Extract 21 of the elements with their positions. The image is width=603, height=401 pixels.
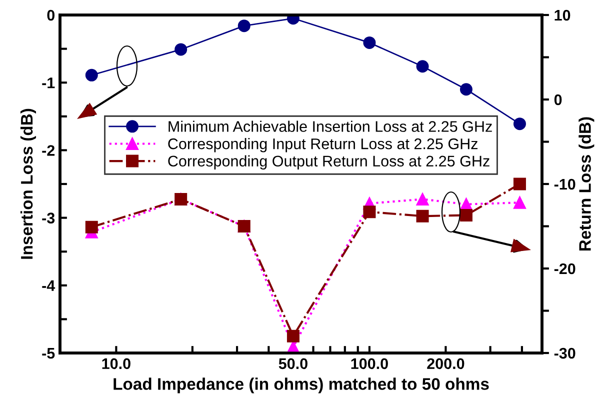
y-tick-label: -5 xyxy=(42,348,55,359)
x-tick-label: 50.0 xyxy=(278,358,308,370)
y2-axis-title: Return Loss (dB) xyxy=(578,117,594,250)
x-tick-label: 10.0 xyxy=(102,358,130,370)
y2-tick-label: -20 xyxy=(554,263,576,274)
y2-tick-label: 0 xyxy=(554,94,562,106)
y-tick-label: -3 xyxy=(42,212,55,224)
y-axis-title: Insertion Loss (dB) xyxy=(20,108,36,259)
x-axis-title: Load Impedance (in ohms) matched to 50 ohms xyxy=(114,378,489,394)
y-tick-label: 0 xyxy=(47,10,55,21)
x-tick-label: 200.0 xyxy=(427,358,464,370)
y-tick-label: -4 xyxy=(42,280,56,291)
y2-tick-label: -10 xyxy=(554,178,576,190)
y2-tick-label: 10 xyxy=(554,10,570,21)
legend-label: Corresponding Output Return Loss at 2.25 GHz xyxy=(168,155,490,170)
x-tick-label: 100.0 xyxy=(351,358,388,370)
legend-label: Minimum Achievable Insertion Loss at 2.25 GHz xyxy=(168,120,492,132)
y-tick-label: -1 xyxy=(42,78,55,88)
legend-label: Corresponding Input Return Loss at 2.25 GHz xyxy=(168,138,478,152)
y-tick-label: -2 xyxy=(42,145,55,156)
y2-tick-label: -30 xyxy=(554,348,576,359)
